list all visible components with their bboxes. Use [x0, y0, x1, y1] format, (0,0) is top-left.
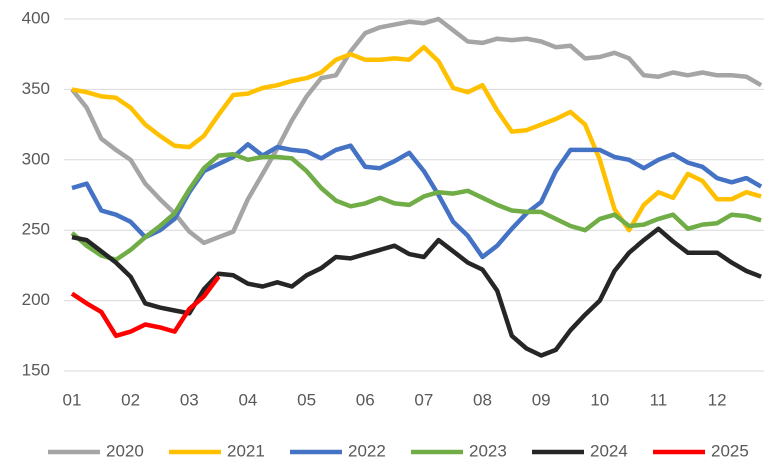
series-line [70, 16, 763, 246]
legend-label: 2022 [348, 441, 386, 460]
x-tick-label: 12 [708, 390, 727, 409]
y-tick-label: 300 [22, 149, 50, 168]
x-tick-label: 06 [356, 390, 375, 409]
x-tick-label: 03 [180, 390, 199, 409]
y-tick-label: 250 [22, 220, 50, 239]
y-tick-label: 400 [22, 8, 50, 27]
x-tick-label: 02 [121, 390, 140, 409]
x-tick-label: 07 [414, 390, 433, 409]
x-tick-label: 04 [238, 390, 257, 409]
series-line [71, 226, 762, 358]
y-tick-label: 350 [22, 79, 50, 98]
y-tick-label: 200 [22, 290, 50, 309]
x-tick-label: 01 [63, 390, 82, 409]
legend-label: 2023 [469, 441, 507, 460]
x-tick-label: 09 [532, 390, 551, 409]
legend-label: 2021 [227, 441, 265, 460]
x-tick-label: 10 [590, 390, 609, 409]
x-tick-label: 11 [650, 390, 668, 409]
legend-label: 2025 [711, 441, 749, 460]
series-line [70, 151, 762, 263]
series-line [71, 44, 762, 233]
y-tick-label: 150 [22, 360, 50, 379]
x-tick-label: 08 [473, 390, 492, 409]
legend-label: 2024 [590, 441, 628, 460]
series-line [70, 275, 221, 339]
x-tick-label: 05 [297, 390, 316, 409]
legend-label: 2020 [106, 441, 144, 460]
